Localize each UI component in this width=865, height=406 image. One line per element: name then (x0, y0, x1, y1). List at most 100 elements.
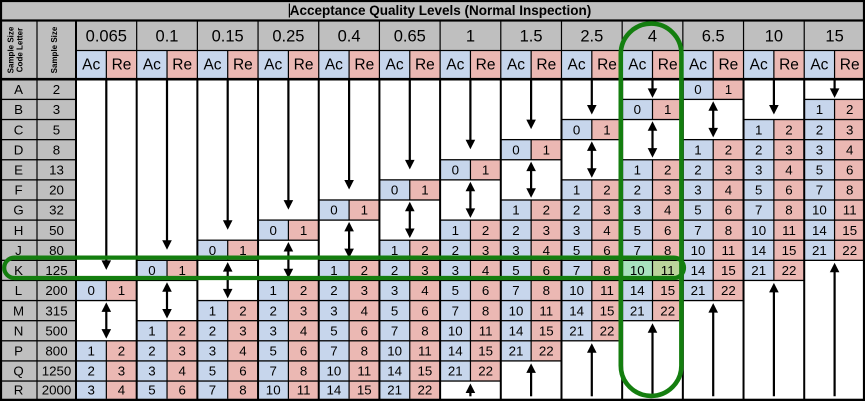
svg-text:Ac: Ac (750, 57, 768, 74)
svg-text:Ac: Ac (386, 57, 404, 74)
svg-text:2: 2 (634, 183, 641, 198)
svg-text:3: 3 (634, 203, 641, 218)
svg-text:1: 1 (391, 243, 398, 258)
svg-text:15: 15 (600, 303, 615, 318)
svg-text:4: 4 (725, 183, 732, 198)
svg-text:21: 21 (387, 383, 402, 398)
svg-text:20: 20 (49, 183, 64, 198)
svg-text:3: 3 (269, 323, 276, 338)
svg-text:1: 1 (269, 283, 276, 298)
svg-text:2: 2 (148, 344, 155, 359)
svg-text:1: 1 (87, 344, 94, 359)
svg-text:5: 5 (53, 122, 60, 137)
svg-text:1: 1 (482, 163, 489, 178)
svg-text:2: 2 (816, 122, 823, 137)
svg-text:2: 2 (391, 263, 398, 278)
svg-text:21: 21 (448, 364, 463, 379)
svg-text:2: 2 (452, 243, 459, 258)
svg-text:P: P (14, 344, 23, 359)
svg-text:7: 7 (694, 223, 701, 238)
svg-text:3: 3 (148, 364, 155, 379)
svg-text:10: 10 (812, 203, 827, 218)
svg-text:3: 3 (512, 243, 519, 258)
svg-text:11: 11 (479, 323, 493, 338)
svg-text:7: 7 (209, 383, 216, 398)
svg-text:15: 15 (539, 323, 554, 338)
svg-text:1: 1 (330, 263, 337, 278)
svg-text:11: 11 (721, 243, 735, 258)
svg-text:1: 1 (300, 223, 307, 238)
svg-text:0: 0 (573, 122, 580, 137)
svg-text:1: 1 (603, 122, 610, 137)
svg-text:21: 21 (691, 283, 706, 298)
svg-text:1: 1 (178, 263, 185, 278)
svg-text:6: 6 (543, 263, 550, 278)
svg-text:1: 1 (664, 102, 671, 117)
svg-text:3: 3 (178, 344, 185, 359)
svg-text:15: 15 (418, 364, 433, 379)
svg-text:3: 3 (118, 364, 125, 379)
svg-text:14: 14 (751, 243, 766, 258)
svg-text:3: 3 (87, 383, 94, 398)
svg-text:21: 21 (509, 344, 524, 359)
svg-text:Ac: Ac (203, 57, 221, 74)
svg-text:Re: Re (779, 57, 799, 74)
svg-text:Re: Re (294, 57, 314, 74)
svg-text:2: 2 (664, 163, 671, 178)
svg-text:8: 8 (846, 183, 853, 198)
svg-text:2: 2 (239, 303, 246, 318)
svg-text:11: 11 (297, 383, 311, 398)
svg-text:Re: Re (658, 57, 678, 74)
svg-text:4: 4 (178, 364, 185, 379)
svg-text:4: 4 (361, 303, 368, 318)
svg-text:8: 8 (53, 142, 60, 157)
svg-text:8: 8 (664, 243, 671, 258)
svg-text:Re: Re (233, 57, 253, 74)
svg-text:2: 2 (846, 102, 853, 117)
svg-text:2: 2 (118, 344, 125, 359)
svg-text:3: 3 (300, 303, 307, 318)
svg-text:Re: Re (536, 57, 556, 74)
svg-text:3: 3 (573, 223, 580, 238)
svg-text:6: 6 (664, 223, 671, 238)
svg-text:10: 10 (387, 344, 402, 359)
svg-text:5: 5 (209, 364, 216, 379)
svg-text:Ac: Ac (325, 57, 343, 74)
svg-text:4: 4 (648, 28, 657, 46)
svg-text:0: 0 (634, 102, 641, 117)
svg-text:8: 8 (421, 323, 428, 338)
svg-text:80: 80 (49, 243, 64, 258)
svg-text:2: 2 (300, 283, 307, 298)
svg-text:3: 3 (664, 183, 671, 198)
svg-text:0: 0 (269, 223, 276, 238)
svg-text:H: H (14, 223, 24, 238)
svg-text:1: 1 (543, 142, 550, 157)
svg-text:0: 0 (87, 283, 94, 298)
svg-text:Sample Size: Sample Size (50, 26, 59, 73)
svg-text:8: 8 (239, 383, 246, 398)
svg-text:125: 125 (45, 263, 67, 278)
svg-text:3: 3 (785, 142, 792, 157)
svg-text:5: 5 (694, 203, 701, 218)
svg-text:0: 0 (330, 203, 337, 218)
svg-text:3: 3 (421, 263, 428, 278)
svg-text:15: 15 (842, 223, 857, 238)
svg-text:4: 4 (543, 243, 550, 258)
svg-text:5: 5 (816, 163, 823, 178)
svg-text:6: 6 (725, 203, 732, 218)
svg-text:7: 7 (391, 323, 398, 338)
svg-text:1: 1 (512, 203, 519, 218)
svg-text:Re: Re (354, 57, 374, 74)
svg-text:1: 1 (361, 203, 368, 218)
svg-text:10: 10 (448, 323, 463, 338)
svg-text:14: 14 (812, 223, 827, 238)
svg-text:10: 10 (691, 243, 706, 258)
svg-text:Re: Re (718, 57, 738, 74)
svg-text:4: 4 (603, 223, 610, 238)
svg-text:6: 6 (178, 383, 185, 398)
svg-text:Re: Re (172, 57, 192, 74)
svg-text:Ac: Ac (568, 57, 586, 74)
svg-text:14: 14 (387, 364, 402, 379)
svg-text:5: 5 (634, 223, 641, 238)
svg-text:0.25: 0.25 (272, 28, 304, 46)
